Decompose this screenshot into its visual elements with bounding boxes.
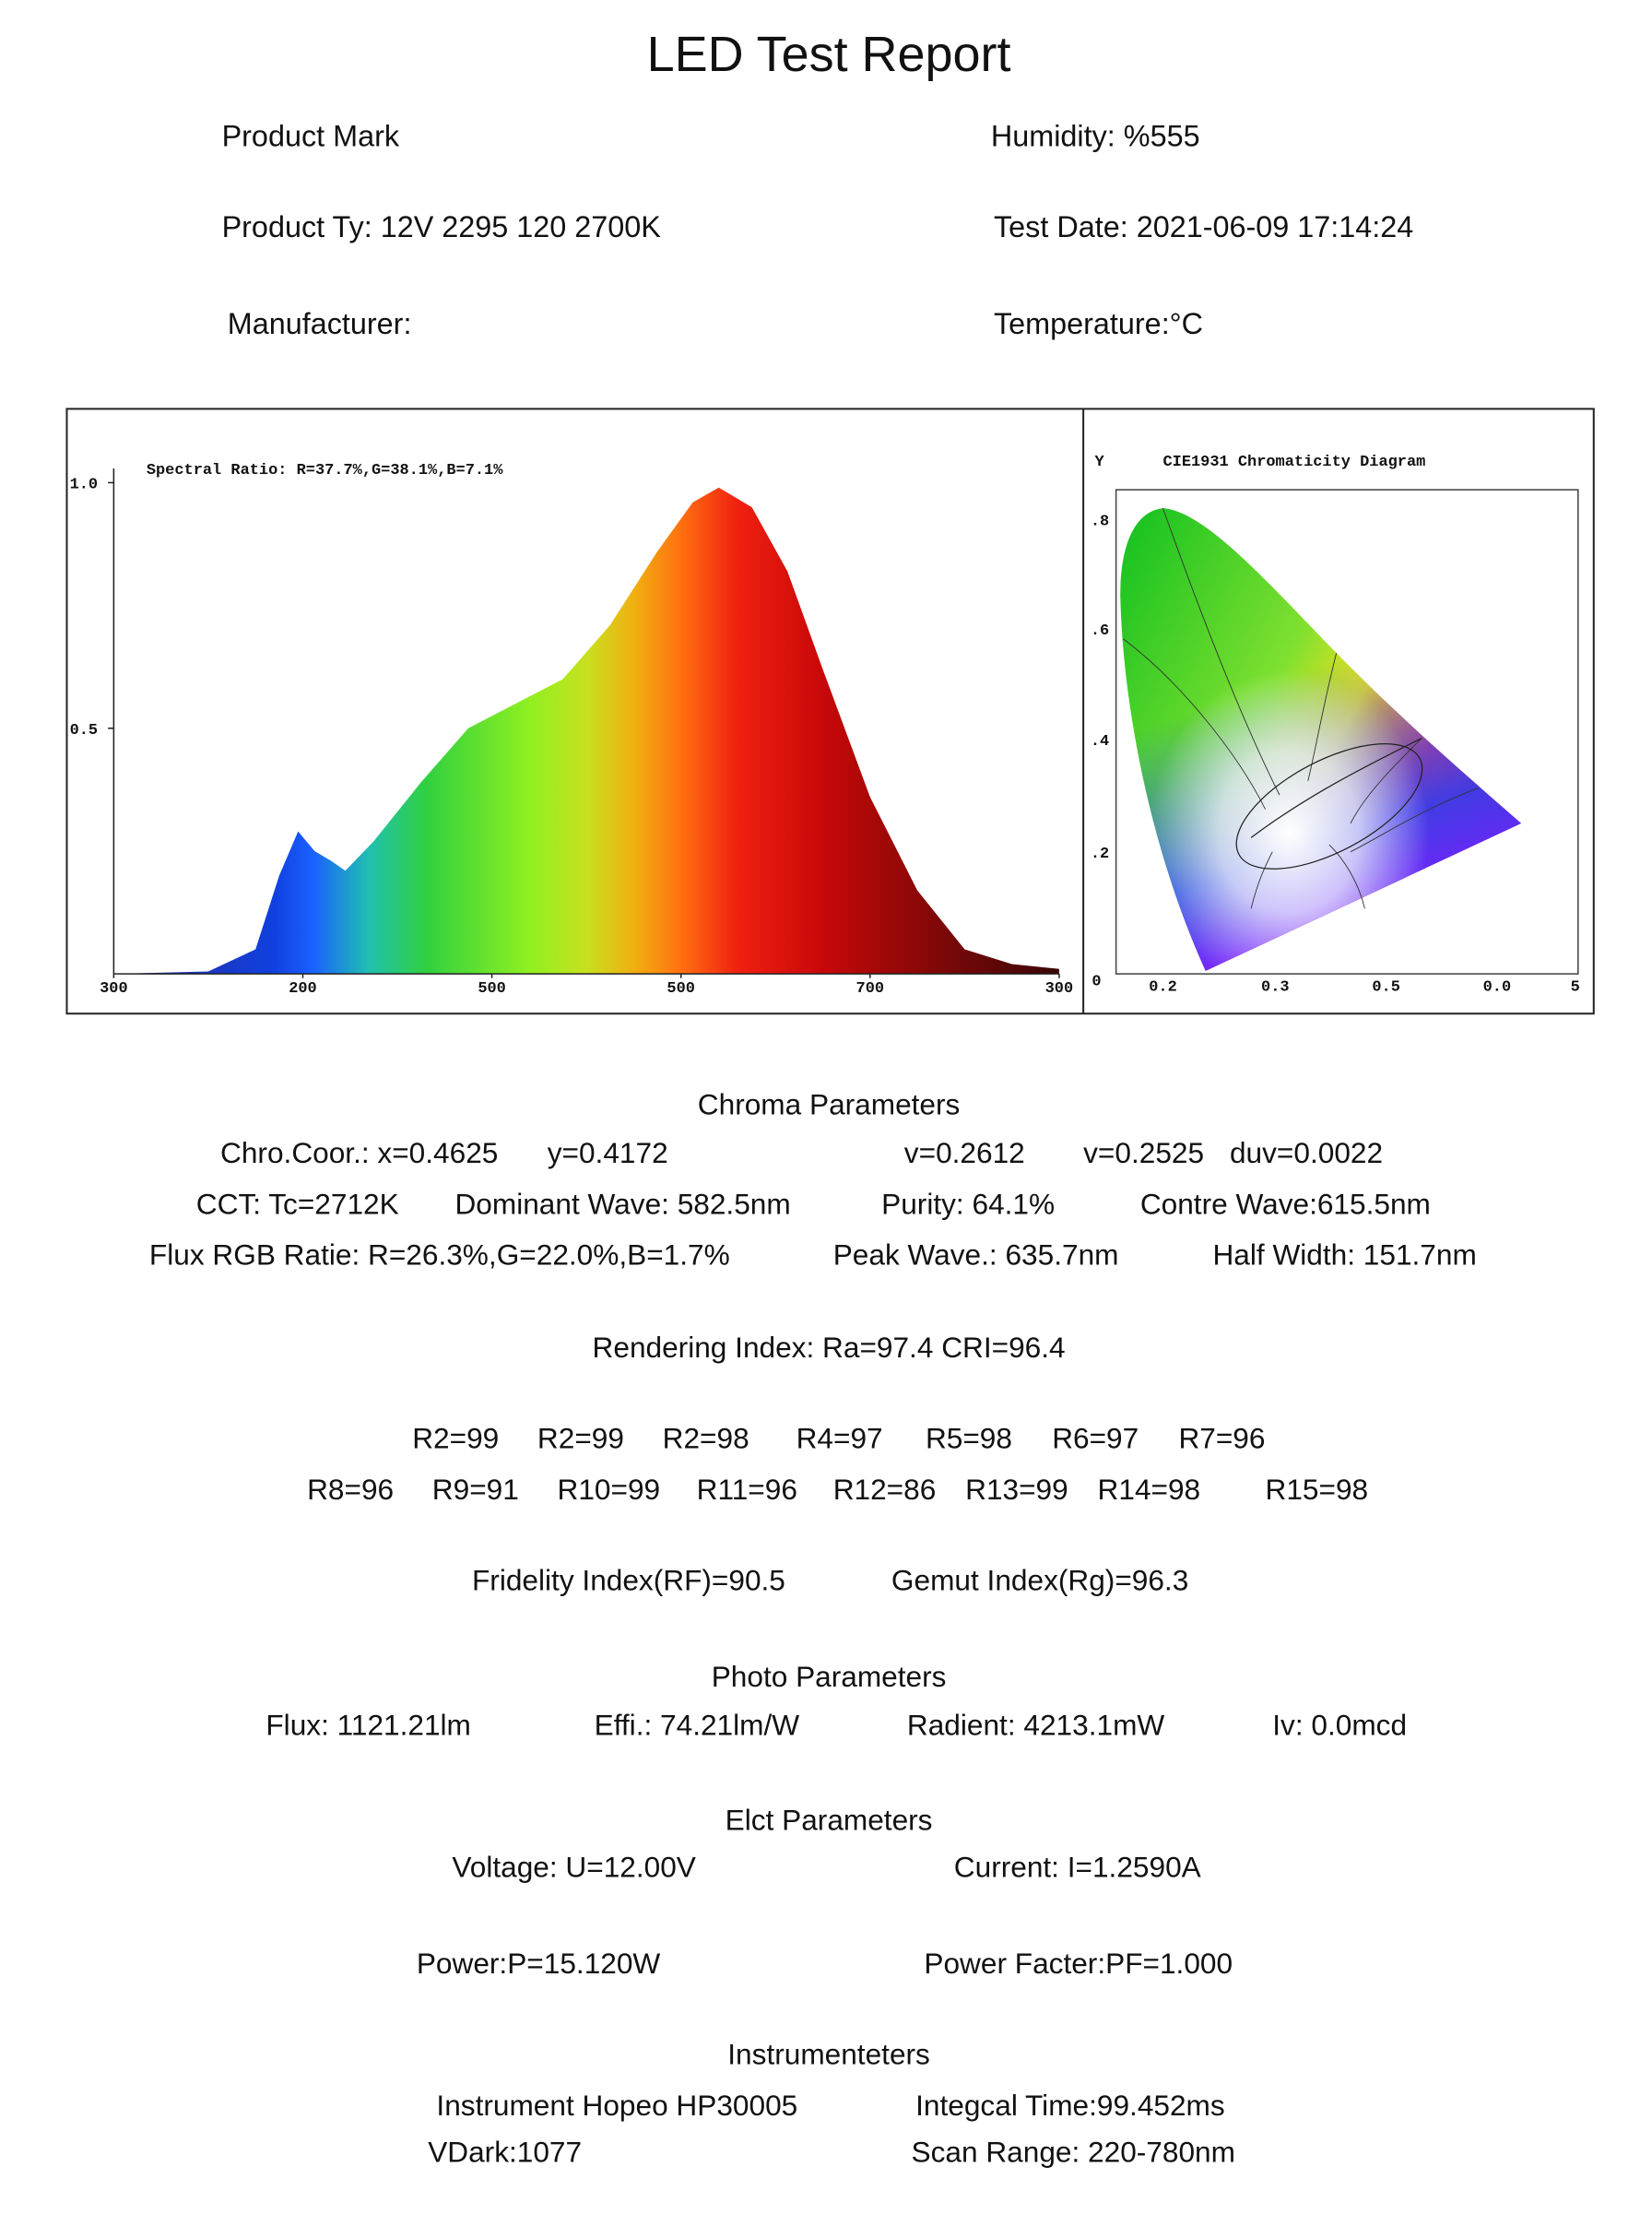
x-tick-label: 700 — [856, 980, 885, 998]
spectrum-chart: 1.0 0.5 300 200 500 500 700 300 — [70, 468, 1074, 998]
cie-y-tick-label: .2 — [1091, 846, 1109, 863]
parameter: VDark:1077 — [428, 2136, 582, 2169]
parameter: Contre Wave:615.5nm — [1140, 1187, 1431, 1220]
parameter: R8=96 — [307, 1473, 394, 1506]
x-tick-label: 200 — [289, 980, 317, 998]
cie-x-tick-label: 0.5 — [1372, 979, 1400, 997]
parameter: y=0.4172 — [548, 1136, 668, 1169]
header-field: Humidity: %555 — [991, 120, 1200, 153]
cie-white — [1120, 508, 1522, 972]
section-heading: Elct Parameters — [726, 1803, 933, 1836]
planck-locus — [1250, 738, 1422, 838]
parameter: R2=99 — [412, 1421, 499, 1454]
parameter: R13=99 — [965, 1473, 1068, 1506]
spectrum-title: Spectral Ratio: R=37.7%,G=38.1%,B=7.1% — [147, 462, 503, 480]
parameter: Purity: 64.1% — [881, 1187, 1055, 1220]
parameters: Chroma Parameters Chro.Coor.: x=0.4625 y=0… — [149, 1088, 1477, 2169]
parameter: duv=0.0022 — [1230, 1136, 1383, 1169]
parameter: Scan Range: 220-780nm — [912, 2136, 1235, 2169]
parameter: R10=99 — [558, 1473, 661, 1506]
chart-frame — [65, 408, 1595, 1015]
x-tick-label: 500 — [667, 980, 695, 998]
parameter: R2=98 — [663, 1421, 749, 1454]
parameter: Power Facter:PF=1.000 — [924, 1947, 1233, 1980]
cie-y-tick-label: .4 — [1091, 733, 1109, 751]
parameter: Peak Wave.: 635.7nm — [833, 1238, 1119, 1272]
parameter: CCT: Tc=2712K — [196, 1187, 399, 1220]
cie-title: CIE1931 Chromaticity Diagram — [1162, 454, 1425, 471]
parameter: R15=98 — [1266, 1473, 1369, 1506]
parameter: Instrument Hopeo HP30005 — [436, 2089, 797, 2122]
section-heading: Rendering Index: Ra=97.4 CRI=96.4 — [593, 1331, 1066, 1364]
y-tick-label: 1.0 — [70, 477, 99, 494]
section-heading: Chroma Parameters — [698, 1088, 961, 1121]
parameter: Voltage: U=12.00V — [452, 1850, 695, 1883]
cie-x-tick-label: 0.2 — [1149, 979, 1177, 997]
parameter: Power:P=15.120W — [417, 1947, 661, 1980]
parameter: R12=86 — [833, 1473, 937, 1506]
parameter: Fridelity Index(RF)=90.5 — [472, 1563, 785, 1596]
header-field: Product Ty: 12V 2295 120 2700K — [222, 210, 662, 243]
cie-diagram: Y CIE1931 Chromaticity Diagram .8 .6 .4 .2 0… — [1091, 454, 1580, 997]
report-title: LED Test Report — [647, 27, 1011, 82]
cie-y-tick-label: .8 — [1091, 514, 1109, 531]
spectrum-area — [113, 487, 1059, 975]
parameter: R2=99 — [537, 1421, 624, 1454]
planck-ellipse — [1235, 743, 1423, 870]
header-field: Manufacturer: — [228, 307, 412, 340]
header-field: Temperature:°C — [994, 307, 1203, 340]
parameter: Effi.: 74.21lm/W — [595, 1708, 800, 1741]
cie-y-tick-label: 0 — [1092, 973, 1101, 990]
parameter: Chro.Coor.: x=0.4625 — [220, 1136, 498, 1169]
parameter: v=0.2525 — [1083, 1136, 1204, 1169]
parameter: Dominant Wave: 582.5nm — [454, 1187, 790, 1220]
parameter: Flux: 1121.21lm — [266, 1708, 471, 1741]
cie-isotherms — [1123, 508, 1480, 909]
parameter: R4=97 — [796, 1421, 883, 1454]
y-tick-label: 0.5 — [70, 722, 99, 740]
parameter: Iv: 0.0mcd — [1272, 1708, 1407, 1741]
cie-x-tick-label: 0.0 — [1483, 979, 1512, 997]
section-heading: Photo Parameters — [712, 1660, 947, 1693]
parameter: R9=91 — [432, 1473, 519, 1506]
parameter: Flux RGB Ratie: R=26.3%,G=22.0%,B=1.7% — [149, 1238, 730, 1272]
parameter: Integcal Time:99.452ms — [915, 2089, 1225, 2122]
parameter: R11=96 — [697, 1473, 797, 1506]
parameter: v=0.2612 — [904, 1136, 1025, 1169]
cie-y-tick-label: .6 — [1091, 622, 1109, 640]
parameter: R6=97 — [1052, 1421, 1139, 1454]
cie-x-tick-label: 0.3 — [1261, 979, 1290, 997]
x-tick-label: 300 — [100, 980, 128, 998]
parameter: Radient: 4213.1mW — [907, 1708, 1165, 1741]
x-tick-label: 500 — [478, 980, 506, 998]
parameter: R14=98 — [1098, 1473, 1201, 1506]
parameter: Half Width: 151.7nm — [1212, 1238, 1476, 1272]
parameter: R5=98 — [926, 1421, 1012, 1454]
header-field: Product Mark — [222, 120, 400, 153]
cie-x-tick-label: 5 — [1571, 979, 1580, 997]
parameter: R7=96 — [1178, 1421, 1265, 1454]
x-tick-label: 300 — [1045, 980, 1074, 998]
section-heading: Instrumenteters — [727, 2038, 930, 2071]
header-field: Test Date: 2021-06-09 17:14:24 — [994, 210, 1413, 243]
parameter: Gemut Index(Rg)=96.3 — [891, 1563, 1188, 1596]
cie-frame — [1115, 489, 1579, 975]
parameter: Current: I=1.2590A — [954, 1850, 1201, 1883]
cie-axis-label: Y — [1094, 454, 1104, 471]
